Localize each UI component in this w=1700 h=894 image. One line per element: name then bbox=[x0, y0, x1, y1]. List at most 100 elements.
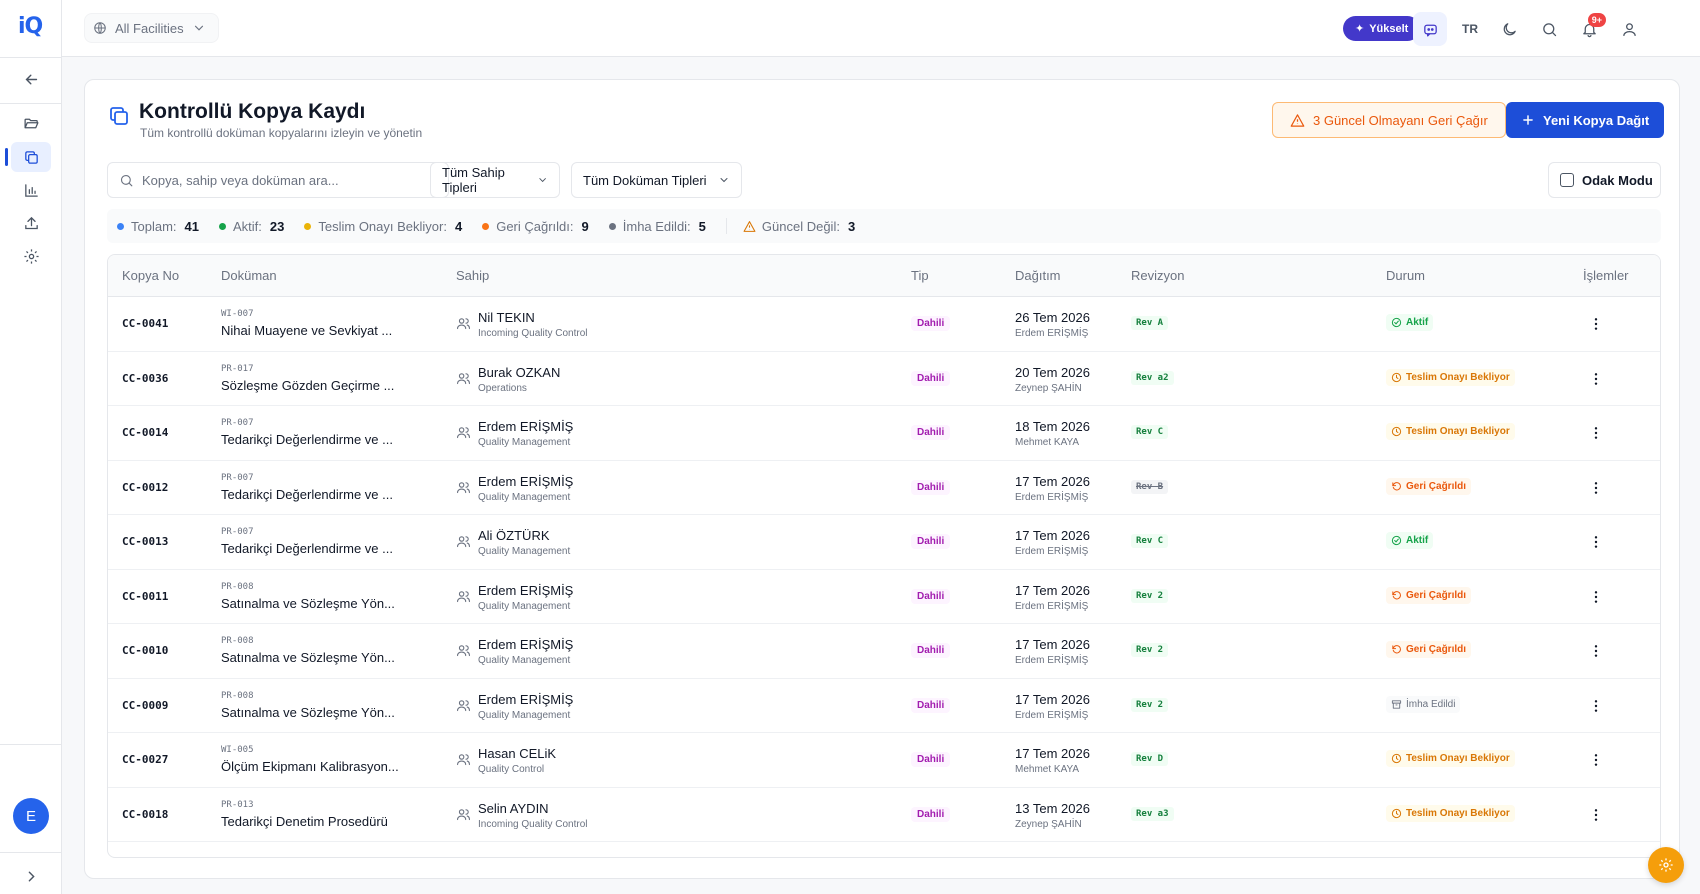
copy-number[interactable]: CC-0011 bbox=[122, 589, 169, 603]
search-icon bbox=[120, 174, 133, 186]
column-header[interactable]: Tip bbox=[911, 268, 929, 283]
table-row[interactable]: CC-0018 PR-013 Tedarikçi Denetim Prosedürü… bbox=[108, 788, 1660, 842]
owner-type-select[interactable]: Tüm Sahip Tipleri bbox=[430, 162, 560, 198]
copy-number[interactable]: CC-0036 bbox=[122, 371, 169, 385]
row-actions-button[interactable] bbox=[1586, 423, 1606, 443]
sidebar-item-reports[interactable] bbox=[11, 175, 51, 205]
copy-number[interactable]: CC-0013 bbox=[122, 535, 169, 548]
sparkles-icon: ✦ bbox=[1355, 23, 1365, 35]
table-row[interactable]: CC-0036 PR-017 Sözleşme Gözden Geçirme ...… bbox=[108, 352, 1660, 406]
search-button[interactable] bbox=[1532, 12, 1566, 46]
table-row[interactable]: CC-0011 PR-008 Satınalma ve Sözleşme Yön..… bbox=[108, 570, 1660, 624]
row-actions-button[interactable] bbox=[1586, 750, 1606, 770]
column-header[interactable]: Durum bbox=[1386, 268, 1426, 283]
owner-department: Quality Management bbox=[478, 437, 571, 448]
document-title[interactable]: Tedarikçi Değerlendirme ve ... bbox=[221, 432, 393, 447]
document-title[interactable]: Satınalma ve Sözleşme Yön... bbox=[221, 595, 395, 611]
table-body: CC-0041 WI-007 Nihai Muayene ve Sevkiyat .… bbox=[108, 297, 1660, 842]
new-copy-label: Yeni Kopya Dağıt bbox=[1543, 112, 1650, 128]
row-actions-button[interactable] bbox=[1586, 314, 1606, 334]
row-actions-button[interactable] bbox=[1586, 696, 1606, 716]
document-title[interactable]: Tedarikçi Değerlendirme ve ... bbox=[221, 541, 393, 556]
sidebar-item-documents[interactable] bbox=[11, 108, 51, 138]
document-title[interactable]: Ölçüm Ekipmanı Kalibrasyon... bbox=[221, 759, 399, 774]
back-button[interactable] bbox=[11, 64, 51, 94]
copy-number[interactable]: CC-0014 bbox=[122, 426, 169, 439]
table-row[interactable]: CC-0010 PR-008 Satınalma ve Sözleşme Yön..… bbox=[108, 624, 1660, 679]
notifications-button[interactable]: 9+ bbox=[1572, 12, 1606, 46]
row-actions-button[interactable] bbox=[1586, 478, 1606, 498]
sidebar-item-settings[interactable] bbox=[11, 241, 51, 271]
ai-assistant-button[interactable] bbox=[1413, 12, 1447, 46]
table-row[interactable]: CC-0041 WI-007 Nihai Muayene ve Sevkiyat .… bbox=[108, 297, 1660, 352]
table-row[interactable]: CC-0009 PR-008 Satınalma ve Sözleşme Yön..… bbox=[108, 679, 1660, 733]
language-switch[interactable]: TR bbox=[1453, 12, 1487, 46]
search-input[interactable] bbox=[142, 172, 432, 188]
search-field[interactable] bbox=[107, 162, 449, 198]
table-row[interactable]: CC-0027 WI-005 Ölçüm Ekipmanı Kalibrasyon.… bbox=[108, 733, 1660, 788]
owner-name: Hasan CELiK bbox=[478, 746, 557, 761]
distributed-by: Erdem ERİŞMİŞ bbox=[1015, 328, 1089, 339]
document-title[interactable]: Satınalma ve Sözleşme Yön... bbox=[221, 650, 395, 665]
facility-selector[interactable]: All Facilities bbox=[84, 13, 219, 43]
focus-mode-toggle[interactable]: Odak Modu bbox=[1548, 162, 1661, 198]
column-header[interactable]: Doküman bbox=[221, 268, 277, 283]
document-title[interactable]: Satınalma ve Sözleşme Yön... bbox=[221, 704, 395, 720]
more-vertical-icon bbox=[1594, 481, 1598, 494]
owner-department: Incoming Quality Control bbox=[478, 818, 588, 830]
recall-outdated-button[interactable]: 3 Güncel Olmayanı Geri Çağır bbox=[1272, 102, 1506, 138]
column-header[interactable]: Kopya No bbox=[122, 268, 180, 283]
plus-icon bbox=[1523, 115, 1533, 125]
users-icon bbox=[456, 425, 471, 440]
sidebar-divider bbox=[0, 57, 62, 58]
column-header[interactable]: Dağıtım bbox=[1015, 268, 1061, 283]
copy-number[interactable]: CC-0010 bbox=[122, 644, 169, 657]
row-actions-button[interactable] bbox=[1586, 532, 1606, 552]
document-title[interactable]: Nihai Muayene ve Sevkiyat ... bbox=[221, 323, 393, 338]
settings-fab[interactable] bbox=[1648, 847, 1684, 883]
status-label: İmha Edildi bbox=[1406, 698, 1456, 710]
document-code: PR-008 bbox=[221, 581, 254, 592]
status-badge: Teslim Onayı Bekliyor bbox=[1386, 804, 1515, 822]
new-copy-button[interactable]: Yeni Kopya Dağıt bbox=[1506, 102, 1665, 138]
table-row[interactable]: CC-0013 PR-007 Tedarikçi Değerlendirme ve … bbox=[108, 515, 1660, 570]
upgrade-button[interactable]: ✦ Yükselt bbox=[1343, 16, 1421, 41]
doc-type-select[interactable]: Tüm Doküman Tipleri bbox=[571, 162, 742, 198]
focus-mode-checkbox[interactable] bbox=[1560, 173, 1574, 187]
users-icon bbox=[457, 699, 470, 711]
sidebar: iQ E bbox=[0, 0, 62, 894]
row-actions-button[interactable] bbox=[1586, 587, 1606, 607]
doc-type-value: Tüm Doküman Tipleri bbox=[583, 172, 707, 188]
document-title[interactable]: Sözleşme Gözden Geçirme ... bbox=[221, 377, 395, 393]
theme-toggle[interactable] bbox=[1492, 12, 1526, 46]
check-circle-icon bbox=[1391, 317, 1402, 328]
copy-number[interactable]: CC-0027 bbox=[122, 753, 169, 766]
distribution-date: 17 Tem 2026 bbox=[1015, 746, 1090, 761]
document-title[interactable]: Tedarikçi Değerlendirme ve ... bbox=[221, 486, 393, 502]
type-badge: Dahili bbox=[911, 425, 951, 440]
stat-total: Toplam: 41 bbox=[117, 219, 199, 234]
revision-badge: Rev 2 bbox=[1131, 697, 1169, 712]
type-badge: Dahili bbox=[911, 370, 951, 386]
total-dot bbox=[117, 222, 124, 230]
column-header[interactable]: Revizyon bbox=[1131, 268, 1185, 283]
copy-number[interactable]: CC-0018 bbox=[122, 807, 169, 821]
app-logo[interactable]: iQ bbox=[18, 14, 43, 39]
table-row[interactable]: CC-0012 PR-007 Tedarikçi Değerlendirme ve … bbox=[108, 461, 1660, 515]
owner-name: Burak OZKAN bbox=[478, 364, 561, 380]
row-actions-button[interactable] bbox=[1586, 805, 1606, 825]
row-actions-button[interactable] bbox=[1586, 369, 1606, 389]
copy-number[interactable]: CC-0009 bbox=[122, 698, 169, 712]
sidebar-item-upload[interactable] bbox=[11, 208, 51, 238]
table-row[interactable]: CC-0014 PR-007 Tedarikçi Değerlendirme ve … bbox=[108, 406, 1660, 461]
expand-sidebar-button[interactable] bbox=[11, 861, 51, 891]
copy-number[interactable]: CC-0012 bbox=[122, 480, 169, 494]
copy-number[interactable]: CC-0041 bbox=[122, 317, 169, 330]
document-title[interactable]: Tedarikçi Denetim Prosedürü bbox=[221, 813, 388, 829]
avatar[interactable]: E bbox=[13, 798, 49, 834]
status-label: Aktif bbox=[1406, 535, 1429, 546]
row-actions-button[interactable] bbox=[1586, 641, 1606, 661]
column-header[interactable]: Sahip bbox=[456, 268, 490, 283]
profile-button[interactable] bbox=[1612, 12, 1646, 46]
sidebar-item-controlled-copies[interactable] bbox=[5, 142, 51, 172]
